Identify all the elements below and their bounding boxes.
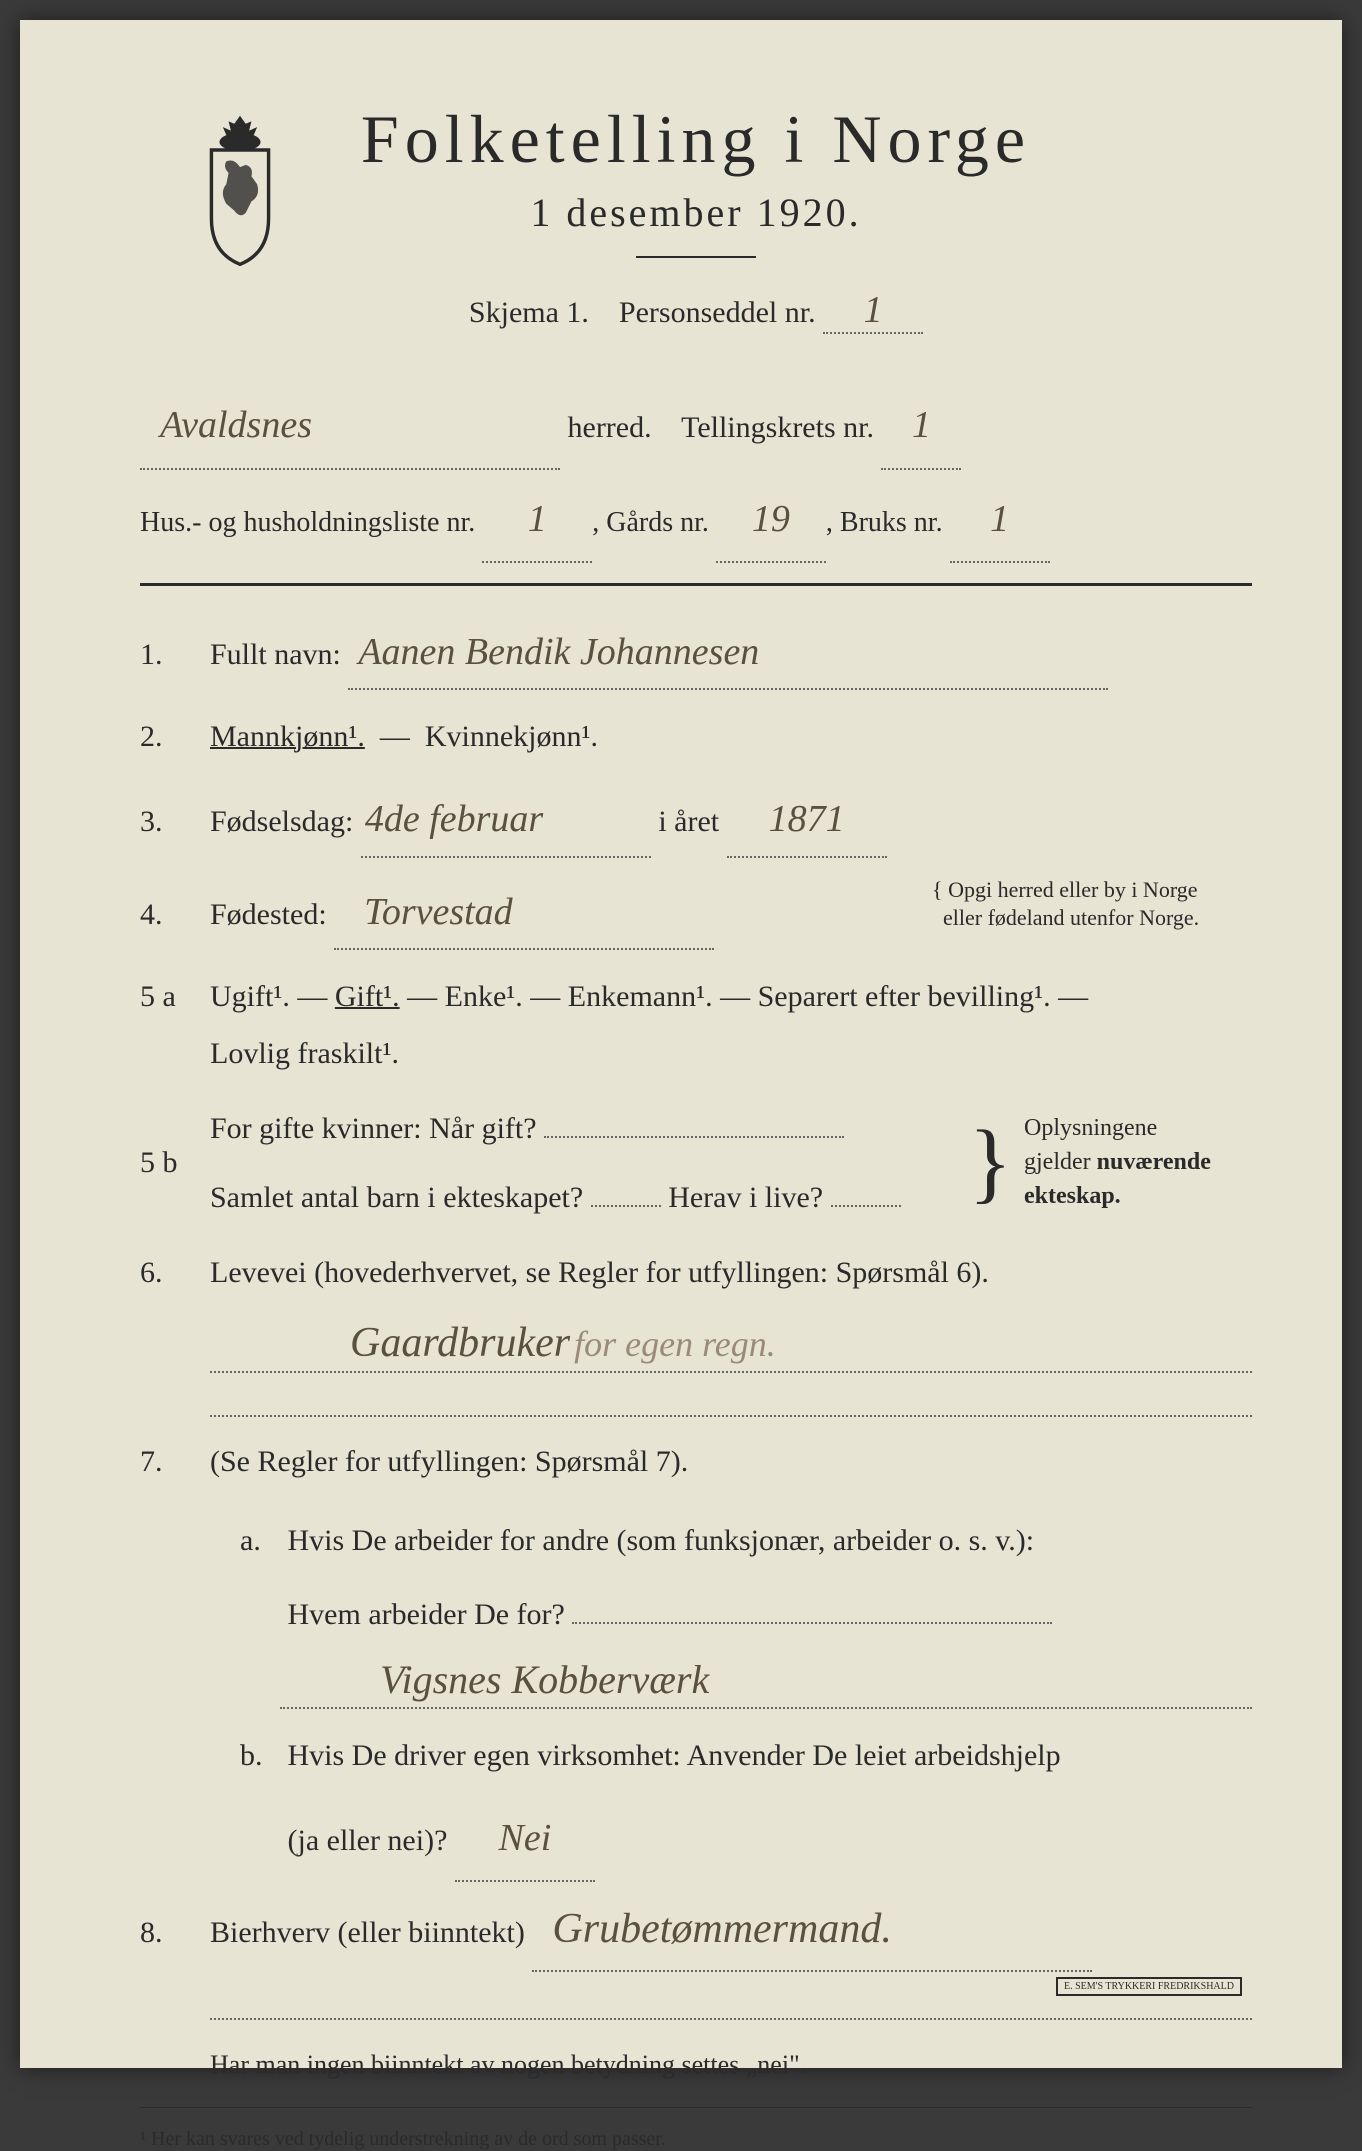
q7b-letter: b. — [240, 1723, 280, 1789]
q4-value: Torvestad — [334, 876, 714, 950]
q5a-enke: Enke¹. — [445, 980, 523, 1013]
q5a-fraskilt: Lovlig fraskilt¹. — [210, 1037, 399, 1070]
gards-label: Gårds nr. — [606, 507, 709, 538]
q8-label: Bierhverv (eller biinntekt) — [210, 1916, 525, 1949]
husliste-line: Hus.- og husholdningsliste nr. 1, Gårds … — [140, 478, 1252, 564]
q2-kvinne: Kvinnekjønn¹. — [425, 720, 598, 753]
q5a-gift: Gift¹. — [335, 980, 400, 1013]
q7a-letter: a. — [240, 1508, 280, 1574]
q1-number: 1. — [140, 626, 210, 683]
q8-number: 8. — [140, 1904, 210, 1961]
printer-mark: E. SEM'S TRYKKERI FREDRIKSHALD — [1056, 1977, 1242, 1996]
bruks-value: 1 — [950, 478, 1050, 564]
q6-blank-line — [210, 1387, 1252, 1417]
q8-value: Grubetømmermand. — [532, 1890, 1092, 1972]
q7-label: (Se Regler for utfyllingen: Spørsmål 7). — [210, 1445, 688, 1478]
brace-icon: } — [969, 1131, 1012, 1194]
question-5a: 5 a Ugift¹. — Gift¹. — Enke¹. — Enkemann… — [140, 968, 1252, 1082]
question-5b: 5 b For gifte kvinner: Når gift? Samlet … — [140, 1100, 1252, 1226]
herred-line: Avaldsnes herred. Tellingskrets nr. 1 — [140, 384, 1252, 470]
footer-divider — [140, 2107, 1252, 2108]
header-divider — [140, 583, 1252, 586]
q1-value: Aanen Bendik Johannesen — [348, 616, 1108, 690]
question-7: 7. (Se Regler for utfyllingen: Spørsmål … — [140, 1433, 1252, 1490]
question-7a: a. Hvis De arbeider for andre (som funks… — [210, 1508, 1252, 1574]
skjema-label: Skjema 1. — [469, 296, 589, 329]
gards-value: 19 — [716, 478, 826, 564]
q4-note: { Opgi herred eller by i Norge eller fød… — [932, 876, 1252, 933]
question-2: 2. Mannkjønn¹. — Kvinnekjønn¹. — [140, 708, 1252, 765]
form-header: Folketelling i Norge 1 desember 1920. Sk… — [140, 100, 1252, 334]
footer-note: Har man ingen biinntekt av nogen betydni… — [210, 2036, 1252, 2093]
q7b-line2: (ja eller nei)? Nei — [210, 1797, 1252, 1883]
q3-number: 3. — [140, 793, 210, 850]
question-7b: b. Hvis De driver egen virksomhet: Anven… — [210, 1723, 1252, 1789]
title-divider — [636, 256, 756, 258]
date-subtitle: 1 desember 1920. — [140, 189, 1252, 236]
q6-number: 6. — [140, 1244, 210, 1301]
q7a-line2: Hvem arbeider De for? — [210, 1582, 1252, 1648]
q1-label: Fullt navn: — [210, 638, 341, 671]
q3-day: 4de februar — [361, 783, 651, 857]
q5a-number: 5 a — [140, 968, 210, 1025]
q7-number: 7. — [140, 1433, 210, 1490]
question-6: 6. Levevei (hovederhvervet, se Regler fo… — [140, 1244, 1252, 1301]
main-title: Folketelling i Norge — [140, 100, 1252, 179]
q3-year: 1871 — [727, 783, 887, 857]
q5b-number: 5 b — [140, 1134, 210, 1191]
coat-of-arms-icon — [180, 110, 300, 270]
footnote: ¹ Her kan svares ved tydelig understrekn… — [140, 2128, 1252, 2151]
q4-label: Fødested: — [210, 898, 327, 931]
q5b-note: Oplysningene gjelder nuværende ekteskap. — [1012, 1112, 1252, 1213]
q3-year-label: i året — [658, 805, 719, 838]
husliste-value: 1 — [482, 478, 592, 564]
q5a-enkemann: Enkemann¹. — [568, 980, 713, 1013]
q5a-separert: Separert efter bevilling¹. — [758, 980, 1051, 1013]
q2-mann: Mannkjønn¹. — [210, 720, 365, 753]
q4-number: 4. — [140, 886, 210, 943]
form-id-line: Skjema 1. Personseddel nr. 1 — [140, 288, 1252, 334]
q5a-ugift: Ugift¹. — [210, 980, 290, 1013]
tellingskrets-label: Tellingskrets nr. — [681, 411, 874, 444]
q7a-label: Hvis De arbeider for andre (som funksjon… — [288, 1524, 1035, 1557]
question-3: 3. Fødselsdag: 4de februar i året 1871 — [140, 783, 1252, 857]
personseddel-label: Personseddel nr. — [619, 296, 816, 329]
herred-value: Avaldsnes — [140, 384, 560, 470]
herred-label: herred. — [568, 411, 652, 444]
question-4: 4. Fødested: Torvestad { Opgi herred ell… — [140, 876, 1252, 950]
husliste-label: Hus.- og husholdningsliste nr. — [140, 507, 475, 538]
q6-answer: Gaardbruker for egen regn. — [210, 1319, 1252, 1373]
question-8: 8. Bierhverv (eller biinntekt) Grubetømm… — [140, 1890, 1252, 1972]
bruks-label: Bruks nr. — [840, 507, 943, 538]
personseddel-value: 1 — [823, 288, 923, 334]
q7b-value: Nei — [455, 1797, 595, 1883]
q6-label: Levevei (hovederhvervet, se Regler for u… — [210, 1256, 989, 1289]
q5b-line1: For gifte kvinner: Når gift? — [210, 1112, 537, 1145]
question-1: 1. Fullt navn: Aanen Bendik Johannesen — [140, 616, 1252, 690]
q7a-answer: Vigsnes Kobberværk — [280, 1656, 1252, 1709]
q5b-line2a: Samlet antal barn i ekteskapet? — [210, 1181, 583, 1214]
q3-label: Fødselsdag: — [210, 805, 353, 838]
tellingskrets-value: 1 — [881, 384, 961, 470]
q5b-line2b: Herav i live? — [668, 1181, 823, 1214]
q7b-label: Hvis De driver egen virksomhet: Anvender… — [288, 1739, 1061, 1772]
census-form-page: Folketelling i Norge 1 desember 1920. Sk… — [20, 20, 1342, 2068]
q2-number: 2. — [140, 708, 210, 765]
